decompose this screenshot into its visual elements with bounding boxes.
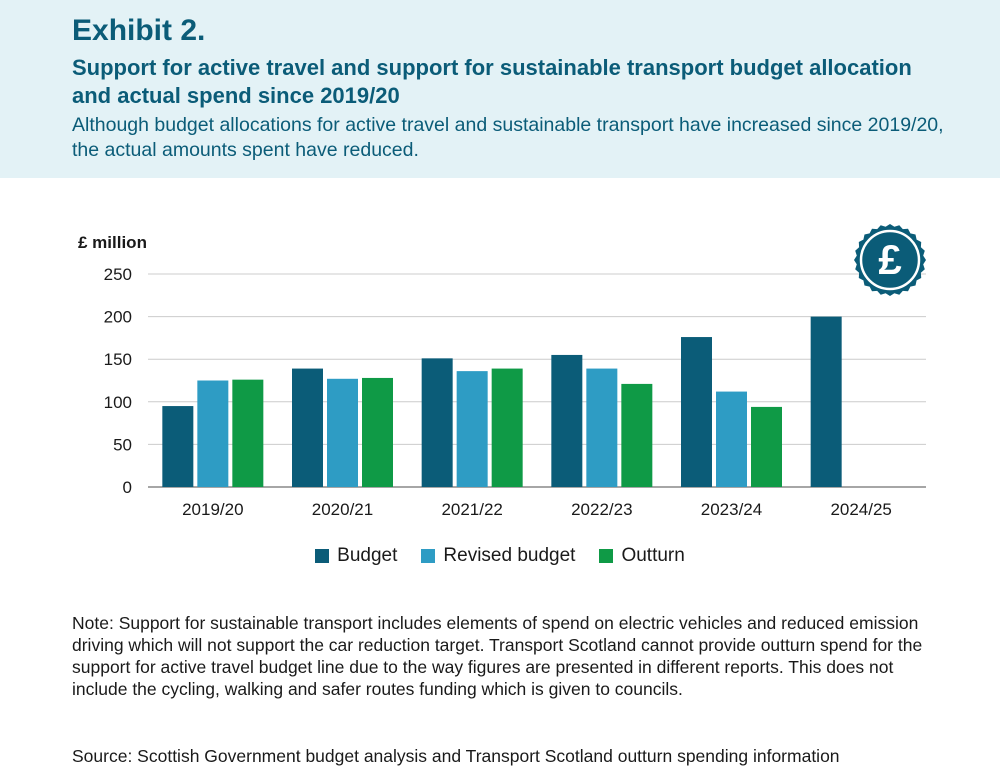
bar-budget	[292, 368, 323, 487]
x-tick-label: 2020/21	[312, 500, 373, 519]
bar-outturn	[491, 368, 523, 487]
coin-rim	[859, 229, 921, 291]
exhibit-title: Support for active travel and support fo…	[72, 55, 912, 108]
bar-revised-budget	[586, 368, 618, 487]
exhibit-label: Exhibit 2.	[72, 14, 206, 47]
legend-label-revised-budget: Revised budget	[443, 545, 576, 566]
legend-item-budget: Budget	[315, 545, 397, 567]
legend-swatch-revised-budget	[421, 549, 436, 563]
bar-outturn	[362, 377, 393, 487]
bar-revised-budget	[716, 391, 747, 487]
bar-budget	[681, 337, 712, 487]
y-tick-label: 250	[104, 265, 132, 284]
y-tick-label: 100	[104, 393, 132, 412]
bar-budget	[162, 406, 194, 487]
y-axis-label: £ million	[78, 233, 147, 252]
chart-source: Source: Scottish Government budget analy…	[72, 746, 840, 766]
y-tick-label: 50	[113, 435, 132, 454]
bar-outturn	[621, 383, 653, 487]
bar-outturn	[751, 406, 782, 487]
exhibit-subtitle: Although budget allocations for active t…	[72, 114, 944, 161]
bar-budget	[551, 354, 583, 487]
chart-legend: Budget Revised budget Outturn	[0, 545, 1000, 567]
x-tick-label: 2022/23	[571, 500, 632, 519]
x-tick-label: 2019/20	[182, 500, 243, 519]
x-tick-label: 2023/24	[701, 500, 762, 519]
bar-budget	[421, 358, 453, 487]
legend-swatch-outturn	[599, 549, 614, 563]
bar-revised-budget	[456, 371, 488, 487]
bar-budget	[810, 316, 842, 487]
legend-label-outturn: Outturn	[621, 545, 685, 566]
bar-revised-budget	[197, 380, 229, 487]
legend-item-revised-budget: Revised budget	[421, 545, 575, 567]
bar-revised-budget	[327, 378, 358, 487]
pound-coin-icon: £	[854, 224, 926, 296]
y-tick-label: 0	[123, 478, 132, 497]
bar-outturn	[232, 379, 264, 487]
chart-note: Note: Support for sustainable transport …	[72, 613, 923, 699]
x-tick-label: 2021/22	[441, 500, 502, 519]
x-tick-label: 2024/25	[830, 500, 891, 519]
exhibit-header: Exhibit 2. Support for active travel and…	[0, 0, 1000, 178]
bar-chart: £ million 0 50 100 150 200 250 2019/20 2020/21 2…	[78, 224, 926, 519]
y-tick-label: 200	[104, 308, 132, 327]
y-tick-label: 150	[104, 350, 132, 369]
coin-symbol: £	[878, 236, 901, 283]
legend-item-outturn: Outturn	[599, 545, 685, 567]
legend-swatch-budget	[315, 549, 330, 563]
legend-label-budget: Budget	[337, 545, 398, 566]
coin-edge	[854, 224, 926, 296]
